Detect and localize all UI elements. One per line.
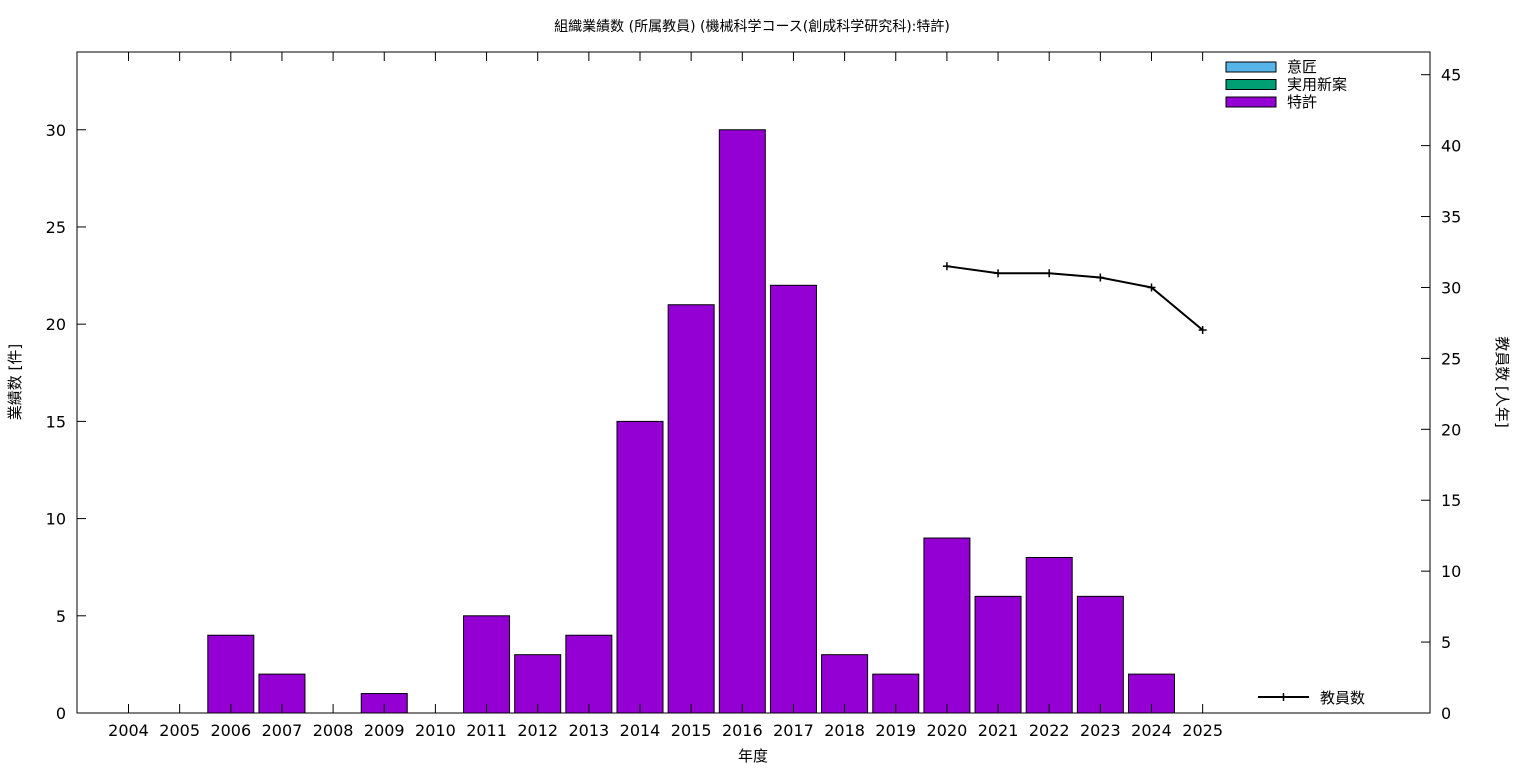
legend-label-意匠: 意匠 (1287, 58, 1317, 76)
y2-tick-label: 30 (1441, 278, 1461, 297)
y2-tick-label: 15 (1441, 491, 1461, 510)
plot-frame (76, 51, 1431, 714)
x-tick-label: 2024 (1131, 721, 1172, 740)
y-tick-label: 25 (46, 218, 66, 237)
legend-swatch-特許 (1225, 96, 1277, 108)
x-tick-label: 2013 (568, 721, 609, 740)
bar-特許-2018 (821, 654, 869, 714)
line-教員数 (946, 265, 1204, 331)
legend-swatch-意匠 (1225, 61, 1277, 73)
x-tick-label: 2018 (824, 721, 865, 740)
bar-特許-2021 (974, 595, 1022, 714)
y2-tick-label: 40 (1441, 137, 1461, 156)
y2-tick-label: 45 (1441, 66, 1461, 85)
bar-特許-2017 (769, 284, 817, 714)
y-tick-label: 10 (46, 510, 66, 529)
bar-特許-2013 (565, 634, 613, 714)
legend-label-教員数: 教員数 (1320, 689, 1365, 707)
y2-tick-label: 20 (1441, 420, 1461, 439)
y2-axis-label: 教員数 [人年] (1493, 336, 1511, 427)
legend-label-特許: 特許 (1287, 93, 1317, 111)
line-point-2023 (1096, 273, 1105, 282)
line-point-2020 (942, 262, 951, 271)
y-tick-label: 15 (46, 412, 66, 431)
x-axis-label: 年度 (738, 747, 768, 765)
y2-tick-label: 10 (1441, 562, 1461, 581)
x-tick-label: 2004 (108, 721, 149, 740)
y2-tick-label: 35 (1441, 208, 1461, 227)
x-tick-label: 2010 (415, 721, 456, 740)
x-tick-label: 2023 (1080, 721, 1121, 740)
x-tick-label: 2005 (159, 721, 200, 740)
line-point-2022 (1045, 269, 1054, 278)
x-tick-label: 2006 (210, 721, 251, 740)
y2-tick-label: 25 (1441, 349, 1461, 368)
y-tick-label: 0 (56, 704, 66, 723)
bar-特許-2011 (463, 615, 511, 714)
bar-特許-2015 (667, 304, 715, 714)
line-point-2021 (994, 269, 1003, 278)
bar-特許-2006 (207, 634, 255, 714)
x-tick-label: 2022 (1029, 721, 1070, 740)
legend-swatch-実用新案 (1225, 79, 1277, 90)
bar-特許-2023 (1076, 595, 1124, 714)
legend-label-実用新案: 実用新案 (1287, 76, 1347, 94)
line-point-2024 (1147, 283, 1156, 292)
y-tick-label: 20 (46, 315, 66, 334)
plot-area (207, 129, 1207, 714)
bar-特許-2022 (1025, 556, 1073, 714)
y2-tick-label: 5 (1441, 633, 1451, 652)
x-tick-label: 2021 (978, 721, 1019, 740)
x-tick-label: 2019 (875, 721, 916, 740)
x-tick-label: 2009 (364, 721, 405, 740)
x-tick-label: 2011 (466, 721, 507, 740)
x-tick-label: 2007 (262, 721, 303, 740)
x-tick-label: 2017 (773, 721, 814, 740)
y-axis-label: 業績数 [件] (6, 344, 24, 420)
x-tick-label: 2008 (313, 721, 354, 740)
y-tick-label: 30 (46, 121, 66, 140)
y2-tick-label: 0 (1441, 704, 1451, 723)
bar-特許-2014 (616, 420, 664, 714)
x-tick-label: 2020 (927, 721, 968, 740)
chart-title: 組織業績数 (所属教員) (機械科学コース(創成科学研究科):特許) (554, 19, 950, 35)
x-tick-label: 2016 (722, 721, 763, 740)
line-point-2025 (1198, 326, 1207, 335)
y-tick-label: 5 (56, 607, 66, 626)
bar-特許-2012 (514, 654, 562, 714)
x-tick-label: 2015 (671, 721, 712, 740)
x-tick-label: 2014 (620, 721, 661, 740)
bar-特許-2016 (718, 129, 766, 714)
x-tick-label: 2012 (517, 721, 558, 740)
x-tick-label: 2025 (1182, 721, 1223, 740)
bar-特許-2020 (923, 537, 971, 714)
